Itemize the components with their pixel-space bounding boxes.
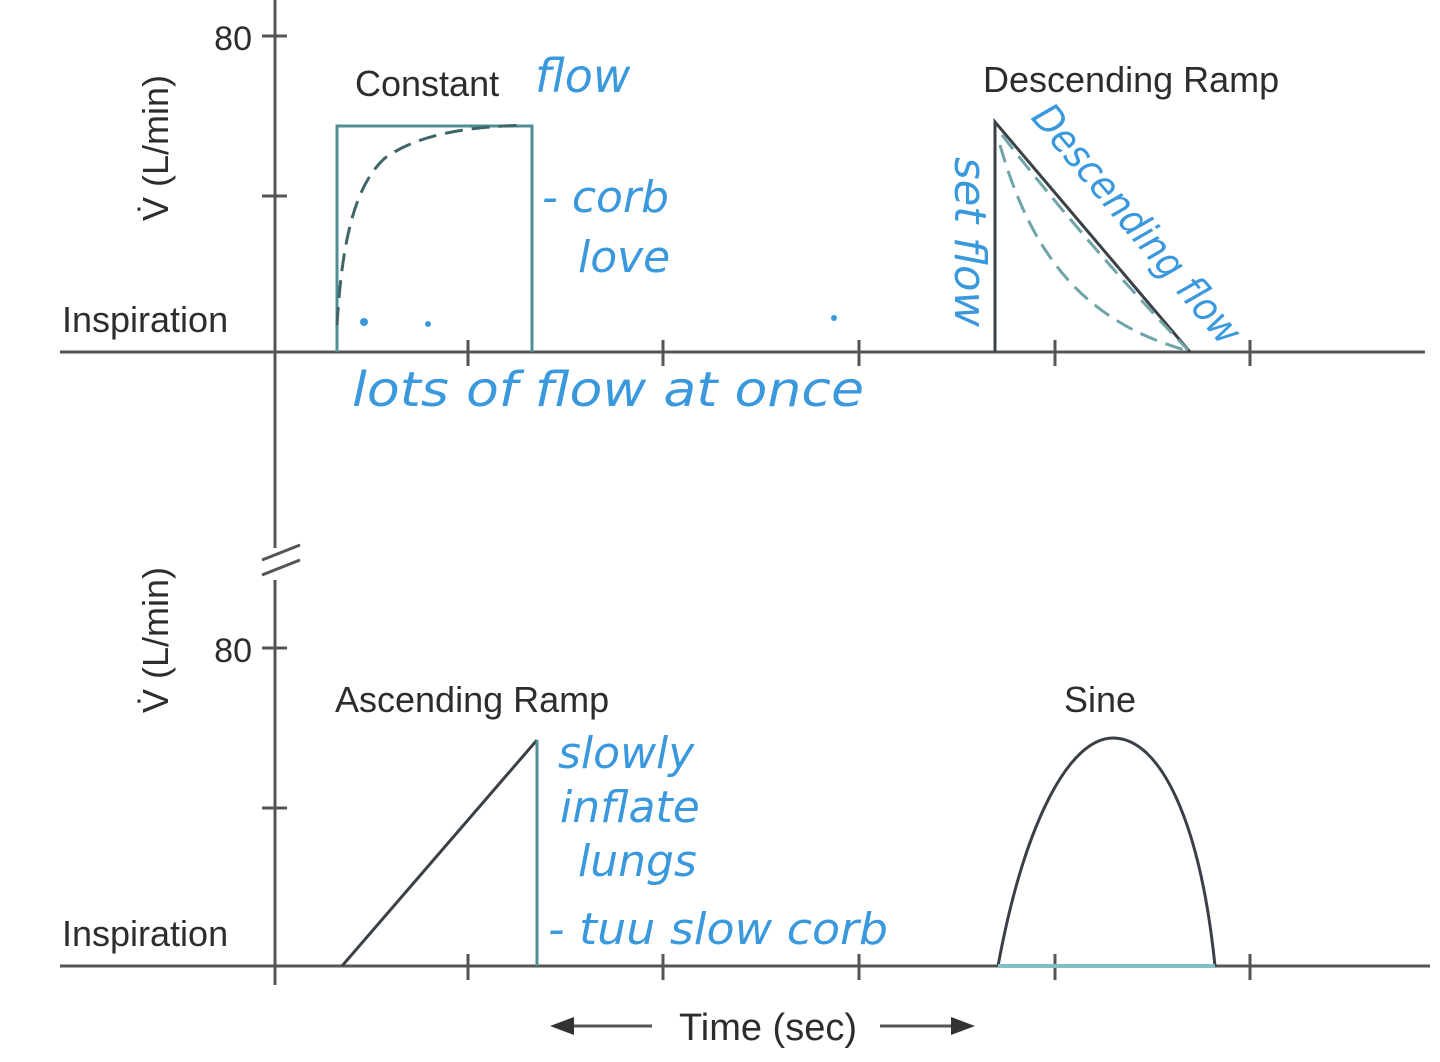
note-comfort-line2: love bbox=[578, 232, 670, 283]
sine-waveform: Sine bbox=[996, 679, 1217, 968]
note-comfort-line1: - corb bbox=[542, 172, 669, 223]
note-constant-flow: flow bbox=[535, 49, 631, 103]
constant-waveform: Constant bbox=[335, 63, 534, 352]
baseline-label-top: Inspiration bbox=[62, 299, 228, 340]
arrow-left-icon bbox=[550, 1017, 574, 1035]
axes bbox=[60, 0, 1430, 985]
note-inflate: inflate bbox=[560, 782, 700, 833]
constant-actual-flow-dashed bbox=[335, 123, 526, 326]
arrow-right-icon bbox=[951, 1017, 975, 1035]
descending-outer-dashed bbox=[1000, 134, 1190, 352]
x-axis-label: Time (sec) bbox=[679, 1007, 857, 1049]
y-axis-label-top: V̇ (L/min) bbox=[135, 75, 176, 221]
axis-break-mark bbox=[261, 543, 301, 562]
axis-break-mark bbox=[261, 558, 301, 577]
note-descending-flow: Descending flow bbox=[1022, 95, 1250, 355]
sine-title: Sine bbox=[1064, 679, 1136, 720]
ascending-ramp-line bbox=[340, 739, 539, 967]
y-tick-label-bottom: 80 bbox=[214, 632, 252, 670]
y-tick-label-top: 80 bbox=[214, 20, 252, 58]
sine-curve bbox=[996, 736, 1217, 967]
ink-dot bbox=[360, 318, 368, 326]
note-set-flow: set flow bbox=[944, 157, 995, 328]
descending-ramp-line bbox=[993, 117, 1192, 353]
time-axis-label-group: Time (sec) bbox=[550, 1007, 975, 1049]
baseline-label-bottom: Inspiration bbox=[62, 913, 228, 954]
note-too-slow: - tuu slow corb bbox=[548, 904, 888, 955]
note-lots-of-flow: lots of flow at once bbox=[352, 362, 864, 418]
descending-title: Descending Ramp bbox=[983, 59, 1279, 100]
y-axis-label-bottom: V̇ (L/min) bbox=[135, 567, 176, 713]
constant-title: Constant bbox=[355, 63, 499, 104]
note-lungs: lungs bbox=[578, 836, 697, 887]
ink-dot bbox=[831, 315, 837, 321]
ascending-waveform: Ascending Ramp bbox=[335, 679, 609, 967]
constant-square-wave bbox=[335, 124, 534, 352]
ascending-title: Ascending Ramp bbox=[335, 679, 609, 720]
note-slowly: slowly bbox=[558, 728, 695, 779]
descending-waveform: Descending Ramp bbox=[983, 59, 1279, 353]
handwritten-annotations: flow - corb love lots of flow at once se… bbox=[352, 49, 1251, 955]
descending-inner-dashed bbox=[998, 144, 1186, 352]
ink-dot bbox=[425, 321, 431, 327]
